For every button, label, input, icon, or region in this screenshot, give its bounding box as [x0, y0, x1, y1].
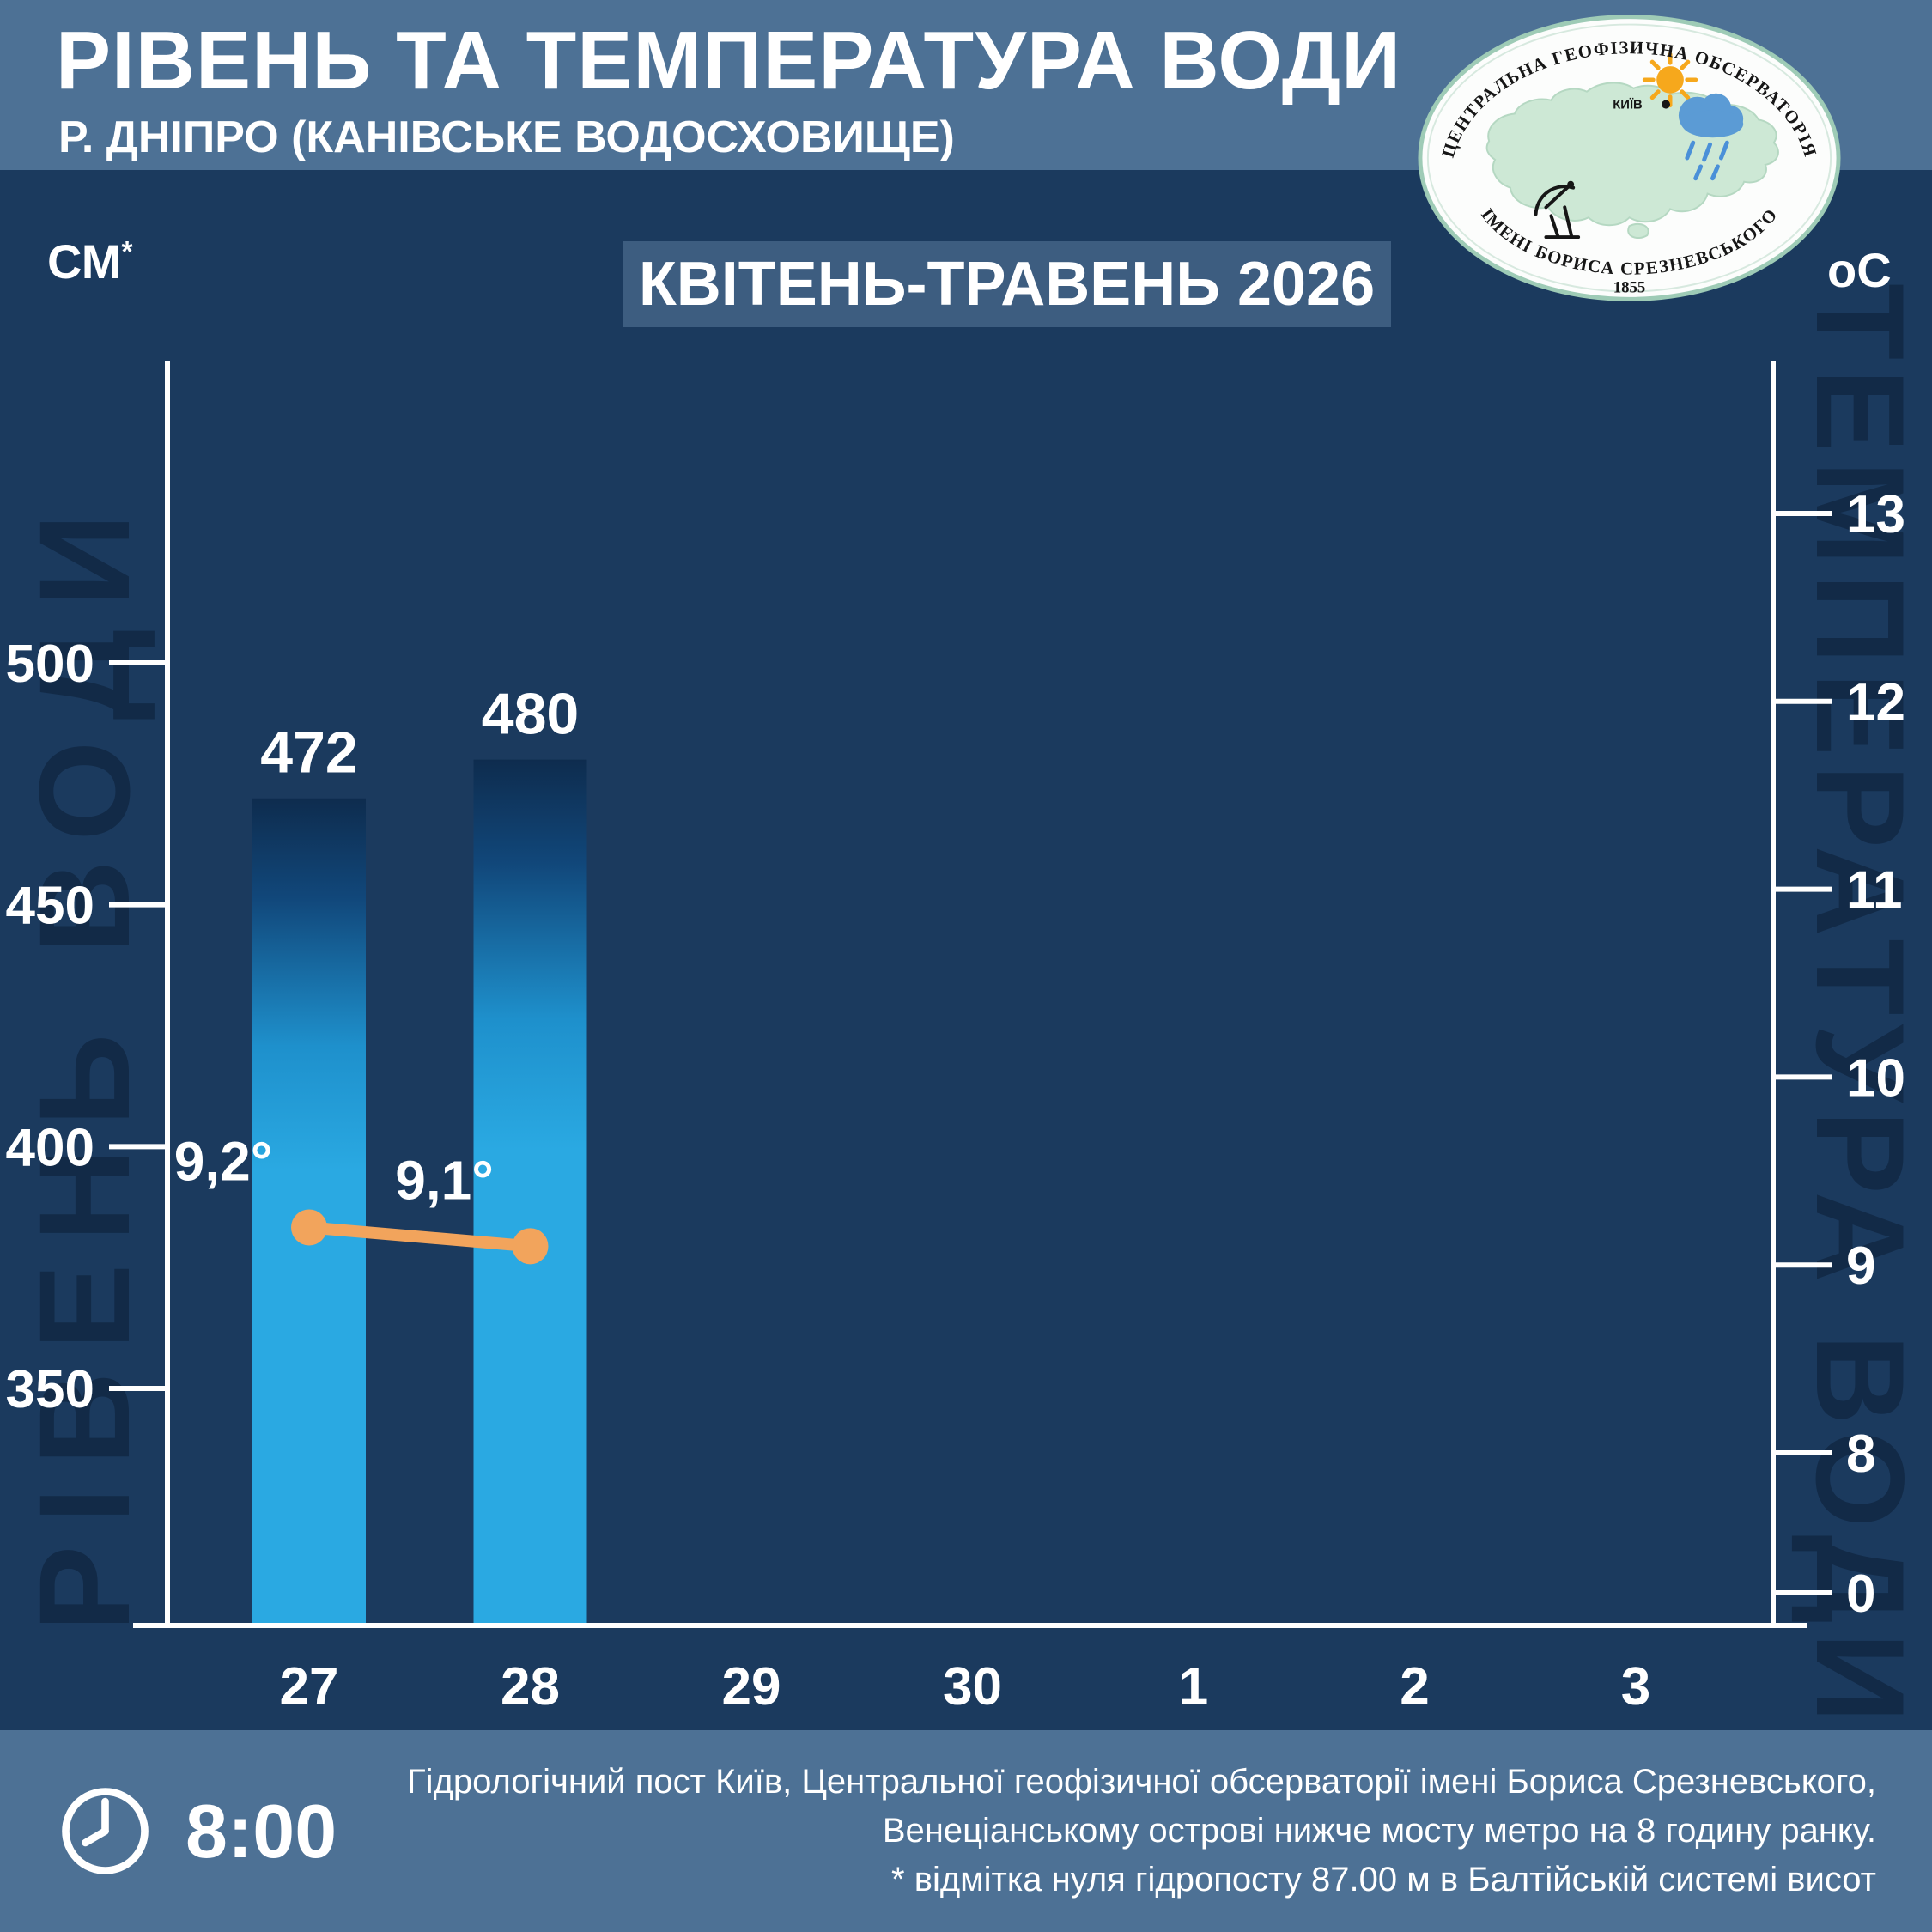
temperature-value-label: 9,1°	[395, 1149, 494, 1211]
right-axis-tick-label: 8	[1846, 1425, 1875, 1484]
temperature-line-segment	[303, 1221, 537, 1253]
x-axis-day-label: 2	[1400, 1657, 1429, 1716]
observation-time-group: 8:00	[56, 1782, 337, 1880]
page-subtitle: Р. ДНІПРО (КАНІВСЬКЕ ВОДОСХОВИЩЕ)	[58, 112, 955, 162]
left-axis-tick-label: 400	[6, 1118, 94, 1177]
left-axis-tick-label: 350	[6, 1360, 94, 1419]
sun-icon	[1642, 52, 1698, 108]
right-axis-tick-label: 12	[1846, 673, 1905, 732]
footer-band: 8:00 Гідрологічний пост Київ, Центрально…	[0, 1730, 1932, 1932]
temperature-value-label: 9,2°	[174, 1130, 273, 1192]
right-axis-unit: оС	[1827, 243, 1892, 297]
temperature-point	[512, 1228, 549, 1265]
footer-note: Гідрологічний пост Київ, Центральної гео…	[407, 1758, 1876, 1905]
period-label: КВІТЕНЬ-ТРАВЕНЬ 2026	[638, 250, 1376, 319]
right-axis-tick-label: 10	[1846, 1048, 1905, 1108]
logo-inner-ring	[1426, 23, 1832, 293]
water-level-bar-day-28	[473, 759, 587, 1625]
period-band: КВІТЕНЬ-ТРАВЕНЬ 2026	[623, 241, 1391, 327]
footer-note-line-1: Гідрологічний пост Київ, Центральної гео…	[407, 1763, 1876, 1801]
footer-note-line-2: Венеціанському острові нижче мосту метро…	[882, 1812, 1876, 1850]
x-axis-day-label: 3	[1621, 1657, 1650, 1716]
x-axis-day-label: 27	[280, 1657, 339, 1716]
clock-icon	[62, 1788, 149, 1874]
right-axis-tick-label: 0	[1846, 1564, 1875, 1624]
satellite-dish-icon	[1534, 180, 1581, 240]
observatory-logo: КИЇВ	[1417, 12, 1842, 304]
watermark-water-temperature: ТЕМПЕРАТУРА ВОДИ	[1790, 283, 1930, 1732]
rain-cloud-icon	[1678, 93, 1744, 181]
right-axis-tick-label: 9	[1846, 1236, 1875, 1296]
crimea-map	[1627, 222, 1649, 239]
water-level-value-label: 472	[260, 720, 357, 786]
left-axis-tick-label: 450	[6, 877, 94, 936]
right-axis-tick-label: 13	[1846, 485, 1905, 544]
water-level-value-label: 480	[482, 682, 579, 747]
kyiv-label: КИЇВ	[1613, 98, 1643, 112]
right-axis-tick-label: 11	[1846, 861, 1903, 920]
page-title: РІВЕНЬ ТА ТЕМПЕРАТУРА ВОДИ	[56, 15, 1402, 106]
observation-time: 8:00	[185, 1788, 337, 1874]
x-axis-day-label: 28	[501, 1657, 560, 1716]
x-axis-day-label: 30	[943, 1657, 1002, 1716]
temperature-point	[291, 1209, 327, 1246]
left-axis-unit-text: СМ	[47, 234, 122, 289]
footer-note-line-3: * відмітка нуля гідропосту 87.00 м в Бал…	[891, 1861, 1876, 1899]
x-axis-day-label: 1	[1179, 1657, 1208, 1716]
left-axis-tick-label: 500	[6, 635, 94, 694]
logo-year: 1855	[1613, 278, 1646, 296]
kyiv-dot	[1662, 100, 1671, 109]
observatory-logo-seal: КИЇВ	[1418, 15, 1841, 301]
left-axis-unit: СМ*	[47, 234, 133, 289]
x-axis-day-label: 29	[722, 1657, 781, 1716]
left-axis-unit-note: *	[121, 235, 133, 269]
